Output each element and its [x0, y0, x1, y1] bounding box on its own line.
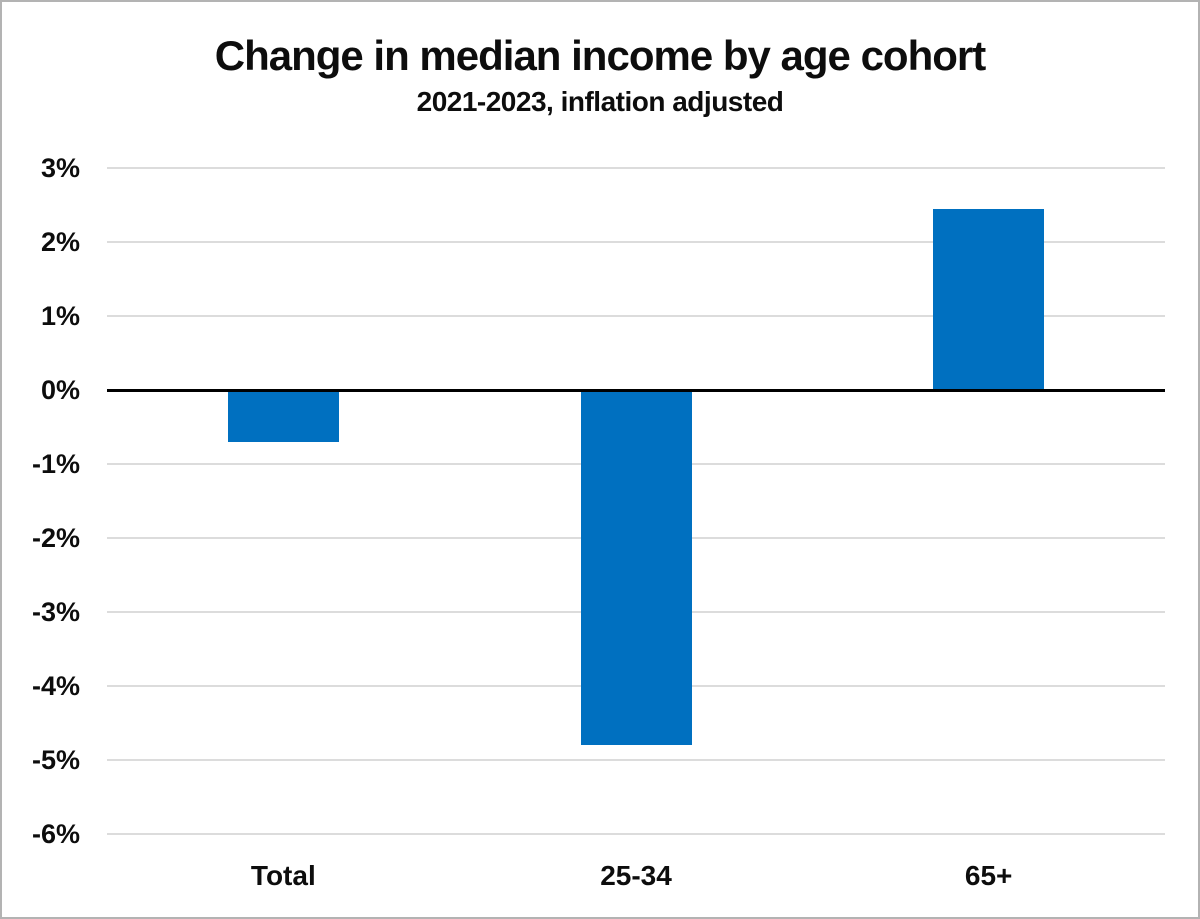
gridline	[107, 833, 1165, 835]
x-axis-label: 65+	[964, 860, 1013, 891]
y-axis-tick-label: -3%	[31, 597, 80, 627]
y-axis-tick-label: -1%	[31, 449, 80, 479]
y-axis-tick-label: 3%	[40, 153, 80, 183]
gridline	[107, 241, 1165, 243]
y-axis-tick-label: 0%	[40, 375, 80, 405]
zero-axis-line	[107, 388, 1165, 392]
bar-total	[227, 390, 339, 442]
x-axis-label: Total	[250, 860, 316, 891]
y-axis-tick-label: -6%	[31, 819, 80, 849]
x-axis-label: 25-34	[600, 860, 672, 891]
y-axis-tick-label: -2%	[31, 523, 80, 553]
gridline	[107, 759, 1165, 761]
y-axis-tick-label: 2%	[40, 227, 80, 257]
gridline	[107, 315, 1165, 317]
bar-65	[933, 208, 1045, 390]
bar-25-34	[580, 390, 692, 746]
chart-subtitle: 2021-2023, inflation adjusted	[416, 86, 784, 117]
y-axis-tick-label: -4%	[31, 671, 80, 701]
gridline	[107, 167, 1165, 169]
y-axis-tick-label: -5%	[31, 745, 80, 775]
y-axis-tick-label: 1%	[40, 301, 80, 331]
chart-title: Change in median income by age cohort	[214, 32, 986, 79]
